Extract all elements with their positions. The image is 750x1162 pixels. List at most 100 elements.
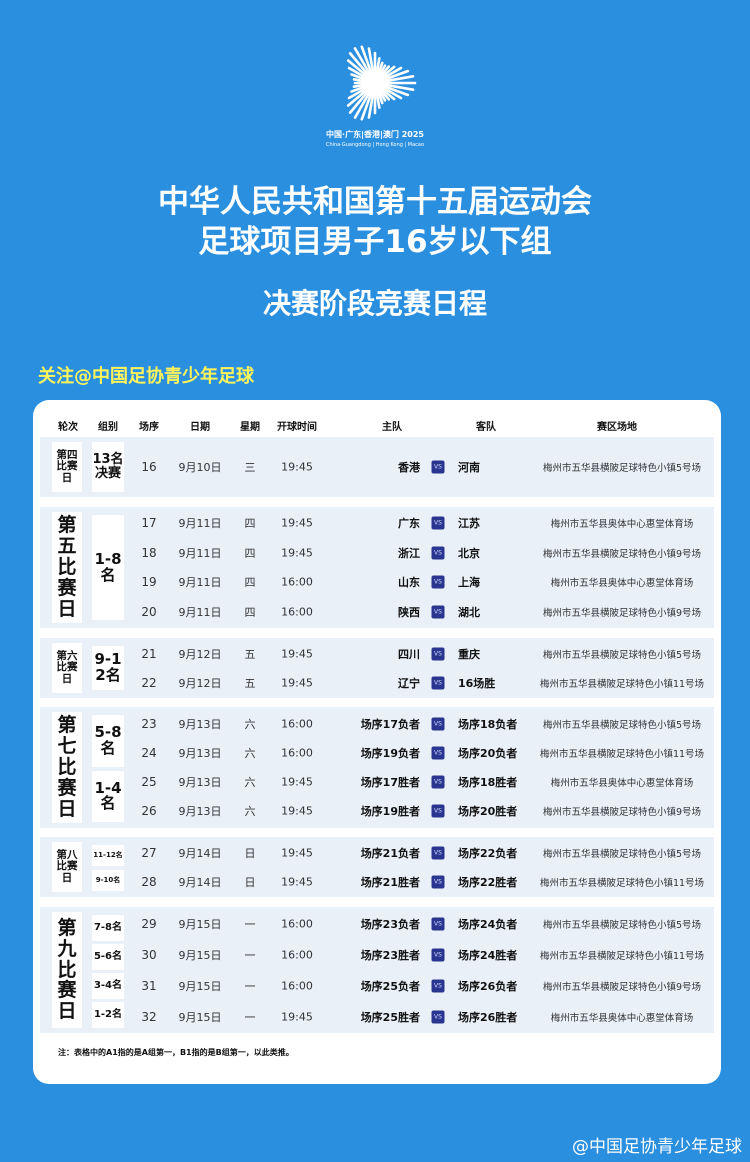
logo-line-2: China·Guangdong | Hong Kong | Macao [325,142,425,148]
round-group [40,437,714,497]
vs-badge-icon: VS [431,804,445,818]
kickoff-time: 19:45 [281,775,313,789]
column-header: 客队 [476,422,496,433]
home-team: 香港 [398,461,420,474]
division-label: 11-12名 [92,845,124,866]
match-number: 16 [141,460,157,474]
weekday: 五 [244,647,256,661]
games-logo-icon [346,45,417,121]
division-label: 9-12名 [92,646,124,690]
vs-badge-icon: VS [431,875,445,888]
away-team: 场序24胜者 [458,948,518,962]
vs-badge-icon: VS [431,676,445,689]
match-date: 9月13日 [178,717,222,731]
match-date: 9月11日 [178,546,222,560]
weekday: 三 [244,461,256,474]
weekday: 六 [244,717,256,731]
weekday: 六 [244,746,256,760]
division-label: 5-8名 [92,715,124,767]
division-label: 5-6名 [92,944,124,970]
round-group [40,507,714,628]
weekday: 一 [244,917,256,931]
division-label: 9-10名 [92,870,124,891]
kickoff-time: 16:00 [281,746,313,760]
kickoff-time: 19:45 [281,647,313,660]
match-date: 9月13日 [178,805,222,819]
away-team: 16场胜 [458,676,496,690]
venue: 梅州市五华县横陂足球特色小镇9号场 [542,981,702,993]
kickoff-time: 16:00 [281,605,313,619]
footnote: 注：表格中的A1指的是A组第一，B1指的是B组第一，以此类推。 [58,1048,294,1057]
venue: 梅州市五华县奥体中心惠堂体育场 [550,778,694,790]
home-team: 广东 [398,517,420,531]
home-team: 场序23胜者 [360,948,420,962]
division-label: 1-8名 [92,515,124,620]
match-date: 9月14日 [178,846,222,860]
logo-line-1: 中国·广东|香港|澳门 2025 [326,130,424,139]
division-label: 3-4名 [92,973,124,999]
match-date: 9月13日 [178,746,222,760]
vs-badge-icon: VS [431,546,445,560]
match-date: 9月10日 [178,461,222,474]
vs-badge-icon: VS [431,775,445,789]
match-date: 9月14日 [178,875,222,889]
round-label: 第四比赛日 [52,442,82,492]
match-number: 25 [141,775,157,790]
match-number: 26 [141,804,157,819]
home-team: 场序21负者 [360,846,420,860]
match-number: 30 [141,947,157,962]
weekday: 四 [244,605,256,619]
round-label: 第七比赛日 [52,712,82,823]
round-group [40,907,714,1033]
column-header: 日期 [190,422,210,433]
weekday: 日 [244,846,256,860]
match-date: 9月11日 [178,605,222,619]
away-team: 场序20胜者 [458,805,518,819]
away-team: 场序24负者 [458,917,518,931]
kickoff-time: 19:45 [281,875,313,888]
away-team: 江苏 [458,517,480,531]
round-label: 第九比赛日 [52,912,82,1028]
vs-badge-icon: VS [431,948,445,961]
match-date: 9月11日 [178,576,222,590]
venue: 梅州市五华县奥体中心惠堂体育场 [550,1012,694,1024]
round-group [40,707,714,828]
vs-badge-icon: VS [431,647,445,660]
venue: 梅州市五华县横陂足球特色小镇11号场 [539,678,705,690]
home-team: 四川 [398,647,420,661]
venue: 梅州市五华县横陂足球特色小镇5号场 [542,719,702,731]
weekday: 六 [244,805,256,819]
home-team: 陕西 [398,605,420,619]
venue: 梅州市五华县奥体中心惠堂体育场 [550,578,694,590]
away-team: 北京 [458,546,480,560]
column-header: 轮次 [58,422,78,433]
weekday: 四 [244,576,256,590]
title-line-1: 中华人民共和国第十五届运动会 [158,184,592,220]
venue: 梅州市五华县横陂足球特色小镇5号场 [542,649,702,661]
home-team: 场序17负者 [360,717,420,731]
match-date: 9月15日 [178,1010,222,1024]
column-header: 场序 [139,422,159,433]
kickoff-time: 16:00 [281,948,313,961]
weekday: 一 [244,948,256,962]
round-group [40,837,714,897]
kickoff-time: 16:00 [281,575,313,589]
match-number: 21 [141,646,157,661]
away-team: 场序26胜者 [458,1010,518,1024]
venue: 梅州市五华县横陂足球特色小镇5号场 [542,919,702,931]
column-header: 主队 [382,422,402,433]
weekday: 四 [244,517,256,531]
column-header: 赛区场地 [597,422,637,433]
weekday: 一 [244,1010,256,1024]
venue: 梅州市五华县横陂足球特色小镇5号场 [542,463,702,474]
kickoff-time: 16:00 [281,979,313,992]
away-team: 场序26负者 [458,979,518,993]
match-number: 23 [141,716,157,731]
column-header: 星期 [240,422,260,433]
home-team: 场序21胜者 [360,875,420,889]
round-label: 第六比赛日 [52,643,82,693]
vs-badge-icon: VS [431,746,445,760]
match-date: 9月11日 [178,517,222,531]
vs-badge-icon: VS [431,575,445,589]
division-label: 1-2名 [92,1002,124,1028]
